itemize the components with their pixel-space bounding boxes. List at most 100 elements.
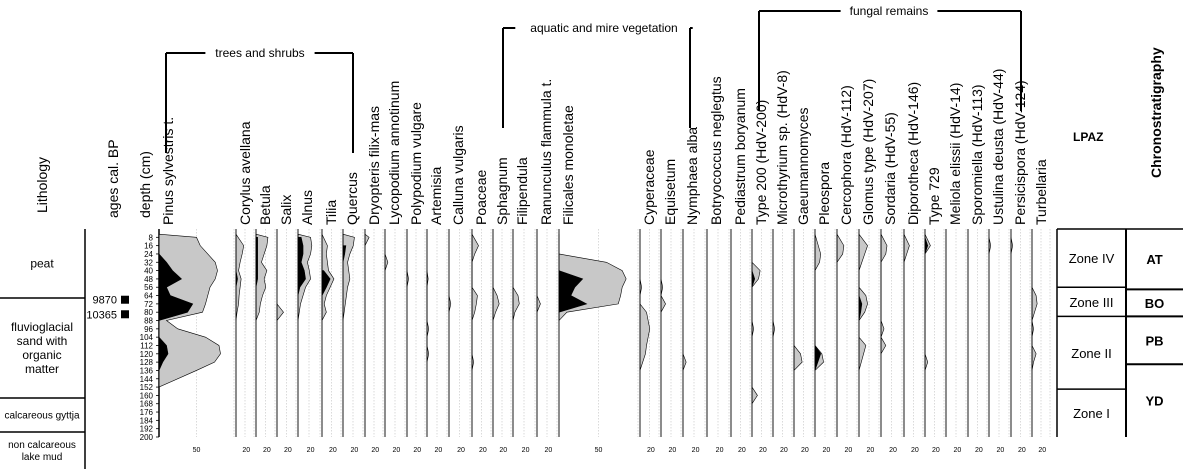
scale-tick-label: 20	[997, 447, 1005, 454]
scale-tick-label: 20	[738, 447, 746, 454]
taxon-curve	[682, 353, 687, 371]
depth-header: depth (cm)	[137, 151, 153, 218]
zones: Zone IV Zone III Zone II Zone I AT BO PB YD	[1056, 228, 1183, 437]
taxon-curve	[903, 234, 910, 263]
group-fungal-remains: fungal remains	[758, 4, 1022, 111]
scale-tick-label: 20	[759, 447, 767, 454]
taxon-label: Botryococcus neglegtus	[708, 76, 724, 225]
taxon-label: Cyperaceae	[641, 149, 657, 225]
date-marker	[121, 310, 129, 319]
taxon-label: Turbellaria	[1033, 159, 1049, 225]
scale-tick-label: 20	[716, 447, 724, 454]
scale-tick-label: 20	[242, 447, 250, 454]
scale-tick-label: 50	[595, 447, 603, 454]
depth-tick-label: 56	[144, 283, 153, 292]
group-label: aquatic and mire vegetation	[530, 21, 677, 35]
taxon-label: Glomus type (HdV-207)	[860, 79, 876, 225]
taxon-curve	[235, 233, 245, 321]
depth-tick-label: 88	[144, 317, 153, 326]
taxon-nymphaea-alba: 20 Nymphaea alba	[682, 127, 706, 454]
taxon-tilia: 20 Tilia	[321, 200, 342, 454]
taxon-microthyrium-sp-hdv-8: 20 Microthyrium sp. (HdV-8)	[772, 70, 793, 454]
depth-tick-label: 152	[140, 383, 154, 392]
scale-tick-label: 20	[351, 447, 359, 454]
depth-tick-label: 96	[144, 325, 153, 334]
depth-tick-label: 120	[140, 350, 154, 359]
taxon-label: Betula	[257, 185, 273, 225]
depth-tick-label: 144	[140, 375, 154, 384]
depth-axis: 8162432404856647280889610411212012813614…	[86, 233, 159, 442]
group-label: fungal remains	[850, 4, 929, 18]
taxon-label: Artemisia	[428, 166, 444, 225]
taxon-polypodium-vulgare: 20 Polypodium vulgare	[406, 102, 426, 454]
depth-tick-label: 200	[140, 433, 154, 442]
taxon-label: Persicispora (HdV-124)	[1012, 80, 1028, 225]
depth-tick-label: 32	[144, 258, 153, 267]
taxon-curve	[276, 303, 284, 322]
date-label: 9870	[93, 295, 117, 307]
taxon-label: Lycopodium annotinum	[386, 81, 402, 225]
scale-tick-label: 20	[263, 447, 271, 454]
depth-tick-label: 80	[144, 308, 153, 317]
depth-tick-label: 48	[144, 275, 153, 284]
taxon-label: Nymphaea alba	[684, 127, 700, 225]
taxon-label: Gaeumannomyces	[795, 107, 811, 225]
taxon-curve	[639, 278, 651, 371]
taxon-curve	[492, 287, 500, 321]
group-brackets: trees and shrubs aquatic and mire vegetat…	[165, 4, 1022, 153]
scale-tick-label: 20	[284, 447, 292, 454]
taxon-curve	[793, 344, 803, 372]
depth-tick-label: 136	[140, 366, 154, 375]
zone-label: Zone IV	[1069, 251, 1115, 266]
scale-tick-label: 20	[845, 447, 853, 454]
taxon-diporotheca-hdv-146: 20 Diporotheca (HdV-146)	[903, 82, 924, 454]
scale-tick-label: 20	[911, 447, 919, 454]
depth-tick-label: 160	[140, 391, 154, 400]
taxon-label: Equisetum	[662, 159, 678, 225]
taxon-label: Sphagnum	[494, 157, 510, 225]
lithology-label: non calcareous lake mud	[8, 440, 76, 463]
taxon-curve	[660, 278, 666, 313]
taxon-label: Microthyrium sp. (HdV-8)	[774, 70, 790, 225]
date-marker	[121, 295, 129, 304]
taxon-ranunculus-flammula-t: 20 Ranunculus flammula t.	[536, 79, 558, 454]
depth-tick-label: 128	[140, 358, 154, 367]
taxon-label: Cercophora (HdV-112)	[838, 85, 854, 225]
taxon-sporomiella-hdv-113: 20 Sporomiella (HdV-113)	[967, 84, 988, 454]
taxon-artemisia: 20 Artemisia	[426, 166, 448, 454]
taxon-corylus-avellana: 20 Corylus avellana	[235, 121, 255, 454]
depth-tick-label: 8	[149, 233, 154, 242]
taxon-curve	[364, 233, 370, 246]
chrono-label: PB	[1145, 333, 1163, 348]
taxon-label: Dryopteris filix-mas	[366, 106, 382, 225]
scale-tick-label: 20	[823, 447, 831, 454]
zone-label: Zone III	[1069, 295, 1113, 310]
taxon-curve	[858, 233, 868, 371]
depth-tick-label: 192	[140, 425, 154, 434]
taxon-label: Ranunculus flammula t.	[538, 79, 554, 225]
taxon-curve	[924, 234, 931, 371]
depth-tick-label: 72	[144, 300, 153, 309]
scale-tick-label: 50	[193, 447, 201, 454]
scale-tick-label: 20	[1038, 447, 1046, 454]
scale-tick-label: 20	[954, 447, 962, 454]
scale-tick-label: 20	[435, 447, 443, 454]
taxon-curve	[342, 233, 355, 321]
zone-label: Zone II	[1071, 346, 1111, 361]
taxon-curve-dark	[158, 253, 194, 371]
chrono-label: YD	[1145, 394, 1163, 409]
taxon-curve-dark	[297, 237, 306, 296]
taxon-pleospora: 20 Pleospora	[814, 162, 836, 454]
taxon-label: Corylus avellana	[237, 121, 253, 225]
taxon-label: Ustulina deusta (HdV-44)	[990, 69, 1006, 225]
zone-label: Zone I	[1073, 406, 1110, 421]
taxon-label: Polypodium vulgare	[408, 102, 424, 225]
depth-tick-label: 112	[140, 341, 153, 350]
depth-tick-label: 168	[140, 400, 154, 409]
scale-tick-label: 20	[307, 447, 315, 454]
scale-tick-label: 20	[499, 447, 507, 454]
depth-tick-label: 24	[144, 250, 153, 259]
scale-tick-label: 20	[780, 447, 788, 454]
scale-tick-label: 20	[522, 447, 530, 454]
depth-tick-label: 64	[144, 292, 153, 301]
